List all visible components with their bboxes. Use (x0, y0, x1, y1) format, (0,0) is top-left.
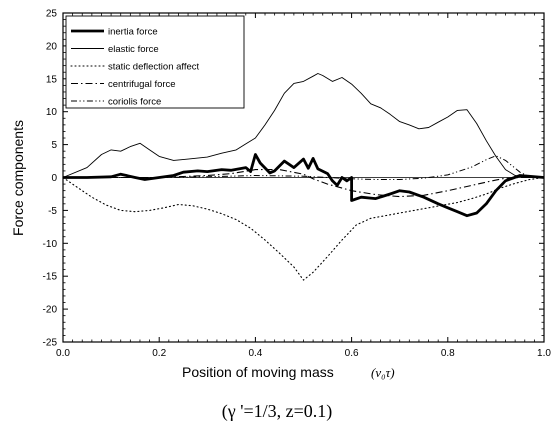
y-tick-label: -25 (43, 338, 58, 349)
legend: inertia force elastic force static deflect… (65, 15, 245, 109)
y-axis-title: Force components (10, 120, 26, 236)
y-tick-label: -20 (43, 305, 58, 316)
x-tick-label: 0.0 (56, 348, 70, 359)
legend-label-elastic-force: elastic force (108, 44, 159, 55)
chart-caption: (γ '=1/3, z=0.1) (222, 401, 332, 422)
x-tick-label: 0.4 (248, 348, 262, 359)
x-tick-label: 0.2 (152, 348, 166, 359)
x-tick-label: 0.8 (441, 348, 455, 359)
series-centrifugal-force (63, 169, 544, 198)
series-elastic-force (62, 73, 544, 178)
y-tick-label: -10 (43, 239, 58, 250)
x-axis-title-symbol: (v₀τ) (371, 365, 395, 380)
x-tick-label: 1.0 (537, 348, 551, 359)
y-tick-label: 25 (46, 9, 58, 20)
axis-ticks: 25 20 15 10 5 0 -5 -10 -15 -20 -250.0 0.2 0.4 0.6 0.8 1… (43, 9, 552, 360)
y-tick-label: 5 (51, 140, 57, 151)
series-coriolis-force (63, 155, 545, 180)
series-layer (62, 73, 545, 281)
legend-label-inertia-force: inertia force (108, 27, 158, 38)
legend-label-static-deflection-affect: static deflection affect (108, 62, 200, 73)
legend-items: inertia force elastic force static deflect… (70, 27, 200, 108)
y-tick-label: -15 (43, 272, 58, 283)
series-inertia-force (63, 153, 545, 218)
legend-label-centrifugal-force: centrifugal force (108, 79, 176, 90)
y-tick-label: 0 (51, 173, 57, 184)
series-static-deflection-affect (62, 176, 545, 281)
y-tick-label: 10 (46, 107, 58, 118)
x-axis-title: Position of moving mass (v₀τ) (182, 364, 395, 380)
legend-label-coriolis-force: coriolis force (108, 97, 161, 108)
x-tick-label: 0.6 (345, 348, 359, 359)
y-tick-label: 20 (46, 41, 58, 52)
x-axis-title-text: Position of moving mass (182, 364, 334, 380)
y-tick-label: 15 (46, 74, 58, 85)
y-tick-label: -5 (48, 206, 57, 217)
